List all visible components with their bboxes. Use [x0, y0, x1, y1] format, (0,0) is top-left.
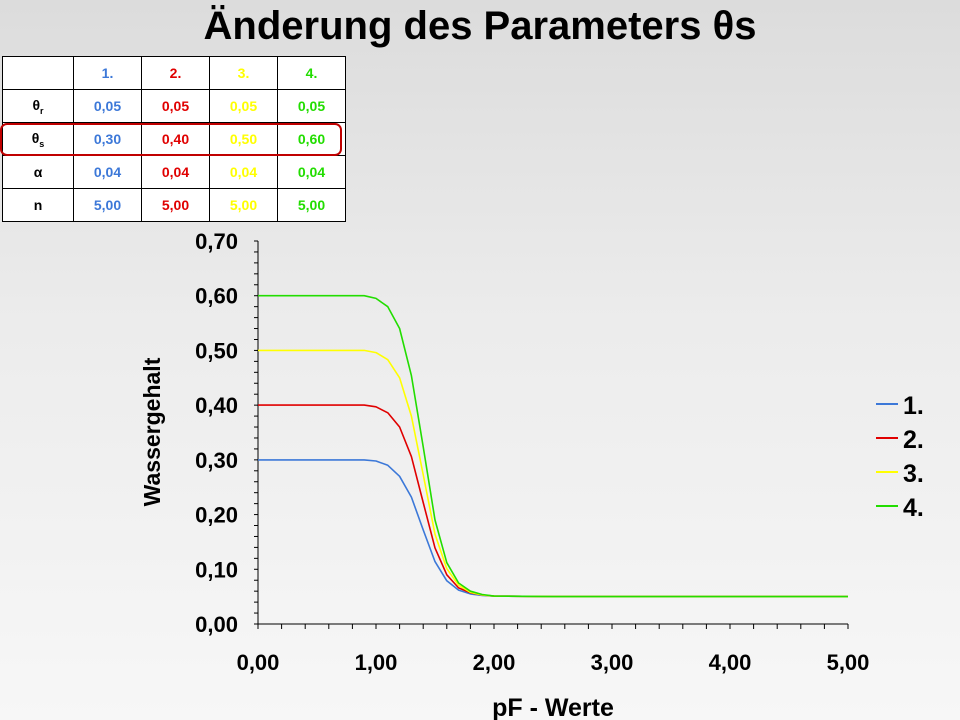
- legend-label-4: 4.: [903, 494, 924, 522]
- table-header-2: 2.: [141, 56, 210, 90]
- table-cell: 0,04: [277, 155, 346, 189]
- legend-label-1: 1.: [903, 392, 924, 420]
- x-tick-label: 1,00: [355, 650, 398, 675]
- y-tick-label: 0,10: [195, 557, 238, 582]
- table-cell: 5,00: [141, 188, 210, 222]
- series-line-4: [258, 294, 848, 598]
- x-tick-label: 0,00: [237, 650, 280, 675]
- table-cell: 0,05: [73, 89, 142, 123]
- x-tick-label: 2,00: [473, 650, 516, 675]
- row-symbol: θ: [32, 96, 41, 113]
- row-label-theta-r: θr: [2, 89, 74, 123]
- row-symbol: n: [33, 197, 43, 213]
- y-tick-label: 0,00: [195, 612, 238, 637]
- table-row-alpha: α 0,04 0,04 0,04 0,04: [2, 155, 346, 189]
- y-tick-label: 0,70: [195, 229, 238, 254]
- table-header-4: 4.: [277, 56, 346, 90]
- series-line-3: [258, 349, 848, 598]
- row-symbol: θ: [31, 129, 40, 146]
- row-symbol: α: [33, 164, 43, 180]
- table-cell: 0,04: [73, 155, 142, 189]
- x-tick-label: 4,00: [709, 650, 752, 675]
- table-corner-cell: [2, 56, 74, 90]
- legend-label-2: 2.: [903, 426, 924, 454]
- table-row-n: n 5,00 5,00 5,00 5,00: [2, 188, 346, 222]
- table-cell: 0,05: [277, 89, 346, 123]
- y-tick-label: 0,20: [195, 503, 238, 528]
- table-cell: 5,00: [209, 188, 278, 222]
- y-tick-label: 0,40: [195, 393, 238, 418]
- table-cell: 5,00: [73, 188, 142, 222]
- x-tick-label: 3,00: [591, 650, 634, 675]
- table-cell: 5,00: [277, 188, 346, 222]
- slide-title: Änderung des Parameters θs: [203, 4, 757, 48]
- y-tick-label: 0,50: [195, 338, 238, 363]
- table-cell: 0,50: [209, 122, 278, 156]
- table-cell: 0,40: [141, 122, 210, 156]
- row-subscript: r: [40, 105, 44, 116]
- y-axis-label: Wassergehalt: [139, 357, 165, 506]
- table-row-theta-s: θs 0,30 0,40 0,50 0,60: [2, 122, 346, 156]
- y-tick-label: 0,30: [195, 448, 238, 473]
- series-line-1: [258, 459, 848, 598]
- row-subscript: s: [39, 138, 45, 149]
- x-tick-label: 5,00: [827, 650, 870, 675]
- row-label-n: n: [2, 188, 74, 222]
- legend-label-3: 3.: [903, 460, 924, 488]
- x-axis-label: pF - Werte: [492, 694, 614, 720]
- y-tick-label: 0,60: [195, 284, 238, 309]
- series-line-2: [258, 404, 848, 598]
- parameter-table: 1. 2. 3. 4. θr 0,05 0,05 0,05 0,05 θs 0,…: [2, 56, 346, 222]
